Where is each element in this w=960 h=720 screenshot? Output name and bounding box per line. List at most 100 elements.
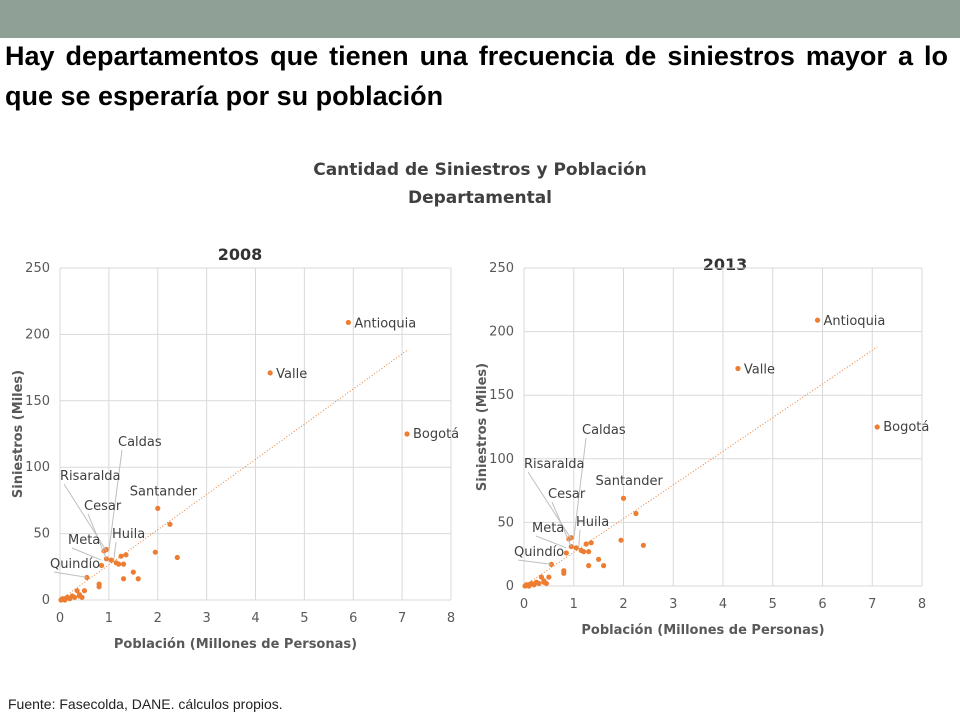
data-label: Bogotá — [883, 420, 929, 435]
data-point — [522, 583, 528, 589]
data-point — [135, 576, 141, 582]
data-point — [596, 556, 602, 562]
data-point — [548, 561, 554, 567]
x-tick-label: 5 — [300, 611, 308, 626]
data-point — [586, 563, 592, 569]
data-point — [583, 541, 589, 547]
data-label: Santander — [596, 474, 664, 489]
y-tick-label: 200 — [489, 325, 514, 340]
data-label: Huila — [576, 515, 609, 530]
data-label: Antioquia — [824, 314, 886, 329]
data-point — [586, 549, 592, 555]
data-point — [58, 597, 64, 603]
data-point — [118, 553, 124, 559]
label-leader-line — [87, 513, 107, 560]
data-point — [618, 537, 624, 543]
data-point — [404, 431, 410, 437]
x-tick-label: 4 — [251, 611, 259, 626]
y-tick-label: 250 — [25, 261, 50, 276]
label-leader-line — [573, 437, 587, 539]
data-point — [814, 317, 821, 323]
data-point — [123, 552, 129, 558]
data-label: Meta — [532, 521, 564, 536]
header-accent-bar — [0, 0, 960, 38]
chart-year-title: 2008 — [218, 245, 263, 264]
x-tick-label: 1 — [105, 611, 113, 626]
y-tick-label: 150 — [489, 388, 514, 403]
chart-year-title: 2013 — [703, 255, 748, 274]
data-point — [81, 588, 88, 594]
label-leader-line — [113, 541, 117, 561]
trendline — [59, 349, 408, 601]
data-point — [120, 576, 127, 582]
data-point — [155, 505, 161, 511]
data-point — [167, 521, 173, 527]
x-tick-label: 3 — [202, 611, 210, 626]
x-tick-label: 5 — [769, 597, 777, 612]
data-label: Cesar — [548, 487, 586, 502]
y-tick-label: 0 — [506, 579, 514, 594]
x-tick-label: 8 — [447, 611, 455, 626]
data-point — [152, 549, 158, 555]
x-tick-label: 6 — [349, 611, 357, 626]
data-point — [620, 495, 627, 501]
data-point — [120, 561, 127, 567]
x-axis-label: Población (Millones de Personas) — [581, 623, 824, 638]
data-point — [561, 570, 567, 576]
data-label: Risaralda — [60, 469, 121, 484]
x-tick-label: 4 — [719, 597, 727, 612]
data-point — [345, 319, 351, 326]
data-label: Caldas — [582, 423, 626, 438]
data-label: Valle — [744, 362, 775, 377]
data-label: Antioquia — [354, 316, 416, 331]
x-tick-label: 0 — [520, 597, 528, 612]
slide-headline: Hay departamentos que tienen una frecuen… — [5, 41, 948, 111]
trendline — [523, 346, 878, 587]
data-label: Quindío — [50, 557, 100, 572]
data-point — [113, 560, 119, 566]
label-leader-line — [63, 483, 107, 552]
data-point — [62, 597, 68, 603]
data-point — [541, 579, 547, 585]
x-tick-label: 7 — [868, 597, 876, 612]
data-label: Santander — [130, 484, 198, 499]
label-leader-line — [551, 501, 572, 547]
y-tick-label: 50 — [497, 515, 514, 530]
data-label: Meta — [68, 533, 100, 548]
chart-title-line-2: Departamental — [407, 188, 553, 208]
y-tick-label: 250 — [489, 261, 514, 276]
data-point — [578, 547, 584, 553]
data-point — [573, 545, 579, 551]
data-point — [533, 579, 540, 585]
data-point — [69, 593, 75, 599]
data-point — [546, 574, 552, 580]
x-tick-label: 0 — [56, 611, 64, 626]
data-point — [526, 583, 532, 589]
data-point — [96, 584, 102, 590]
y-tick-label: 100 — [25, 460, 50, 475]
data-label: Huila — [112, 527, 145, 542]
label-leader-line — [535, 535, 567, 549]
label-leader-line — [517, 559, 552, 565]
data-label: Valle — [276, 367, 307, 382]
source-footnote: Fuente: Fasecolda, DANE. cálculos propio… — [8, 696, 283, 712]
data-point — [76, 593, 83, 599]
y-axis-label: Siniestros (Miles) — [475, 363, 490, 491]
data-label: Bogotá — [413, 427, 459, 442]
data-point — [633, 510, 639, 517]
data-point — [601, 563, 607, 569]
x-tick-label: 7 — [398, 611, 406, 626]
label-leader-line — [53, 571, 87, 578]
chart-title: Cantidad de Siniestros y Población Depar… — [180, 156, 780, 212]
x-tick-label: 2 — [154, 611, 162, 626]
label-leader-line — [527, 471, 572, 540]
label-leader-line — [108, 449, 123, 551]
y-tick-label: 200 — [25, 327, 50, 342]
data-point — [98, 562, 105, 569]
data-label: Cesar — [84, 499, 122, 514]
x-tick-label: 6 — [818, 597, 826, 612]
data-point — [74, 588, 80, 594]
y-axis-label: Siniestros (Miles) — [11, 370, 26, 498]
data-point — [108, 557, 114, 563]
chart-title-line-1: Cantidad de Siniestros y Población — [313, 160, 647, 180]
